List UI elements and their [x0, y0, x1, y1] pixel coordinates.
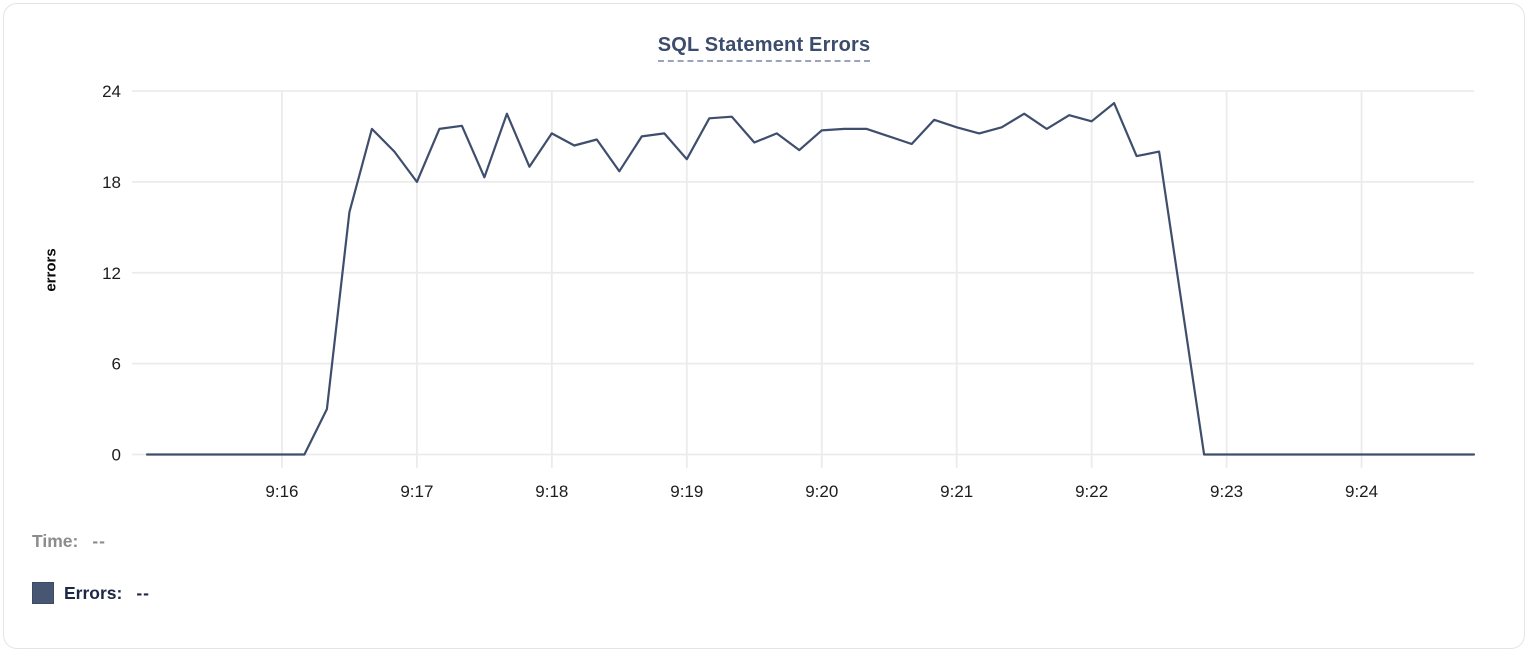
- x-tick-label: 9:21: [940, 482, 973, 501]
- x-tick-label: 9:19: [670, 482, 703, 501]
- y-tick-label: 18: [102, 173, 121, 192]
- y-tick-label: 12: [102, 264, 121, 283]
- errors-series-line: [147, 103, 1474, 454]
- errors-label: Errors:: [64, 583, 122, 604]
- tooltip-errors-row: Errors: --: [32, 582, 150, 604]
- x-tick-label: 9:20: [805, 482, 838, 501]
- errors-line: [147, 103, 1474, 454]
- x-tick-label: 9:24: [1345, 482, 1378, 501]
- y-tick-label: 24: [102, 82, 121, 101]
- line-chart-canvas[interactable]: 0 6 12 18 24 9:16 9:17 9:18 9:19 9:20 9:21 9:22 9:2…: [4, 4, 1528, 656]
- y-axis-tick-labels: 0 6 12 18 24: [102, 82, 121, 465]
- tooltip-time-row: Time: --: [32, 531, 106, 552]
- x-axis-tick-labels: 9:16 9:17 9:18 9:19 9:20 9:21 9:22 9:23 9:24: [265, 482, 1378, 501]
- errors-value: --: [136, 583, 150, 604]
- x-tick-label: 9:17: [400, 482, 433, 501]
- x-tick-label: 9:22: [1075, 482, 1108, 501]
- x-tick-label: 9:16: [265, 482, 298, 501]
- y-tick-label: 6: [112, 355, 121, 374]
- time-label: Time:: [32, 531, 78, 552]
- errors-series-swatch: [32, 582, 54, 604]
- time-value: --: [92, 531, 106, 552]
- x-tick-label: 9:18: [535, 482, 568, 501]
- y-tick-label: 0: [112, 446, 121, 465]
- x-tick-label: 9:23: [1210, 482, 1243, 501]
